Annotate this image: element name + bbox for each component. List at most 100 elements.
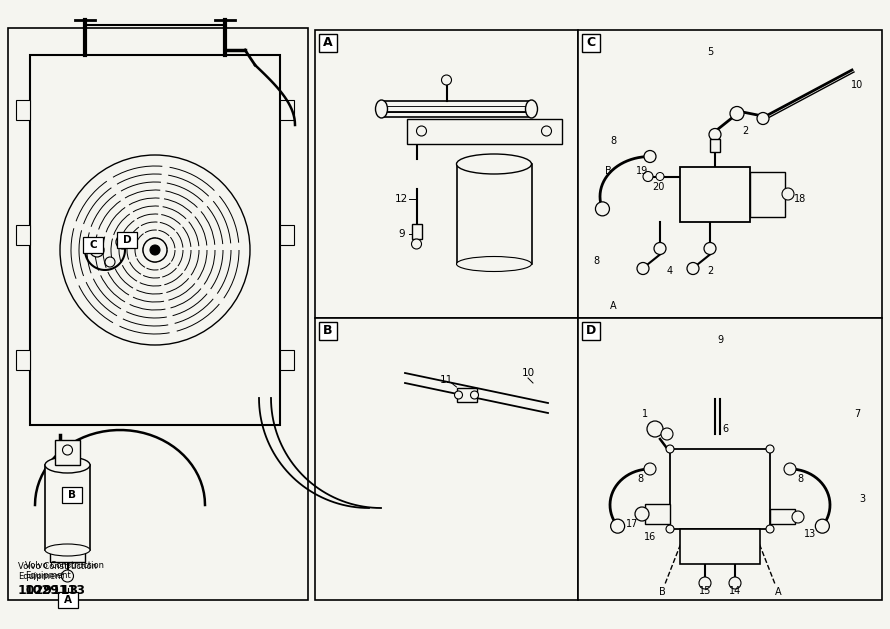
Text: 紫发动力: 紫发动力 bbox=[420, 451, 460, 469]
Bar bbox=[315, 318, 578, 600]
Text: 20: 20 bbox=[651, 182, 664, 191]
Text: A: A bbox=[610, 301, 616, 311]
Bar bbox=[117, 232, 137, 248]
Text: Diesel-Engines: Diesel-Engines bbox=[672, 68, 788, 82]
Text: 12: 12 bbox=[395, 194, 409, 204]
Bar bbox=[45, 465, 90, 550]
Text: 紫发动力: 紫发动力 bbox=[134, 311, 176, 329]
Circle shape bbox=[417, 126, 426, 136]
Text: 紫发动力: 紫发动力 bbox=[422, 343, 458, 357]
Text: C: C bbox=[587, 36, 595, 50]
Text: 9: 9 bbox=[398, 229, 405, 239]
Bar bbox=[578, 318, 882, 600]
Bar bbox=[710, 138, 720, 152]
Circle shape bbox=[730, 106, 744, 121]
Circle shape bbox=[455, 391, 463, 399]
Circle shape bbox=[757, 113, 769, 125]
Circle shape bbox=[471, 391, 479, 399]
Text: Diesel-Engines: Diesel-Engines bbox=[684, 358, 776, 368]
Text: 10: 10 bbox=[851, 80, 863, 90]
Bar bbox=[16, 100, 30, 120]
Bar bbox=[315, 30, 578, 318]
Bar bbox=[411, 224, 422, 239]
Circle shape bbox=[644, 150, 656, 162]
Bar bbox=[50, 550, 85, 562]
Circle shape bbox=[90, 243, 104, 257]
Circle shape bbox=[441, 75, 451, 85]
Text: B: B bbox=[659, 587, 666, 597]
Text: 5: 5 bbox=[707, 47, 713, 57]
Circle shape bbox=[62, 445, 72, 455]
Text: Diesel-Engines: Diesel-Engines bbox=[388, 208, 491, 221]
Text: Diesel-Engines: Diesel-Engines bbox=[388, 467, 491, 481]
Bar bbox=[8, 28, 308, 600]
Circle shape bbox=[637, 262, 649, 274]
Bar bbox=[457, 388, 476, 402]
Text: 6: 6 bbox=[722, 424, 728, 434]
Bar bbox=[582, 34, 600, 52]
Bar bbox=[578, 30, 882, 318]
Circle shape bbox=[792, 511, 804, 523]
Bar bbox=[582, 322, 600, 340]
Text: 紫发动力: 紫发动力 bbox=[183, 53, 217, 67]
Text: 紫发动力: 紫发动力 bbox=[420, 191, 460, 209]
Circle shape bbox=[105, 257, 115, 267]
Text: Diesel-Engines: Diesel-Engines bbox=[394, 358, 486, 368]
Bar bbox=[680, 167, 750, 221]
Text: 4: 4 bbox=[667, 267, 673, 277]
Circle shape bbox=[541, 126, 552, 136]
Bar bbox=[58, 592, 77, 608]
Text: 15: 15 bbox=[699, 586, 711, 596]
Circle shape bbox=[150, 245, 160, 255]
Circle shape bbox=[643, 172, 653, 182]
Text: 7: 7 bbox=[854, 409, 860, 419]
Text: 19: 19 bbox=[635, 167, 648, 177]
Circle shape bbox=[61, 570, 74, 582]
Ellipse shape bbox=[457, 154, 531, 174]
Circle shape bbox=[666, 525, 674, 533]
Circle shape bbox=[60, 155, 250, 345]
Text: 8: 8 bbox=[797, 474, 803, 484]
Text: Diesel-Engines: Diesel-Engines bbox=[92, 128, 218, 143]
Bar bbox=[319, 322, 337, 340]
Text: 17: 17 bbox=[626, 519, 638, 529]
Text: 8: 8 bbox=[610, 136, 616, 147]
Bar bbox=[680, 529, 760, 564]
Text: Equipment: Equipment bbox=[18, 572, 64, 581]
Ellipse shape bbox=[376, 100, 387, 118]
Text: B: B bbox=[68, 490, 76, 500]
Bar bbox=[280, 100, 294, 120]
Circle shape bbox=[815, 519, 829, 533]
Text: D: D bbox=[586, 325, 596, 338]
Bar bbox=[670, 449, 770, 529]
Text: 2: 2 bbox=[707, 267, 713, 277]
Text: Diesel-Engines: Diesel-Engines bbox=[159, 67, 241, 77]
Ellipse shape bbox=[45, 544, 90, 556]
Text: A: A bbox=[63, 595, 71, 605]
Text: Diesel-Engines: Diesel-Engines bbox=[678, 467, 781, 481]
Circle shape bbox=[411, 239, 422, 249]
Circle shape bbox=[116, 235, 130, 249]
Bar bbox=[16, 225, 30, 245]
Text: 紫发动力: 紫发动力 bbox=[132, 111, 179, 130]
Circle shape bbox=[656, 172, 664, 181]
Bar bbox=[16, 350, 30, 370]
Circle shape bbox=[782, 188, 794, 200]
Text: Diesel-Engines: Diesel-Engines bbox=[97, 328, 213, 342]
Text: 紫发动力: 紫发动力 bbox=[710, 451, 750, 469]
Circle shape bbox=[611, 519, 625, 533]
Text: A: A bbox=[323, 36, 333, 50]
Circle shape bbox=[729, 577, 741, 589]
Text: Equipment: Equipment bbox=[25, 571, 70, 579]
Text: 1029113: 1029113 bbox=[25, 584, 86, 596]
Text: Volvo Construction: Volvo Construction bbox=[25, 560, 104, 569]
Bar bbox=[55, 440, 80, 465]
Text: 16: 16 bbox=[643, 532, 656, 542]
Circle shape bbox=[687, 262, 699, 274]
Text: 1: 1 bbox=[642, 409, 648, 419]
Text: C: C bbox=[89, 240, 97, 250]
Circle shape bbox=[784, 463, 796, 475]
Text: 13: 13 bbox=[804, 529, 816, 539]
Text: 1029113: 1029113 bbox=[18, 584, 79, 597]
Text: 2: 2 bbox=[742, 126, 748, 136]
